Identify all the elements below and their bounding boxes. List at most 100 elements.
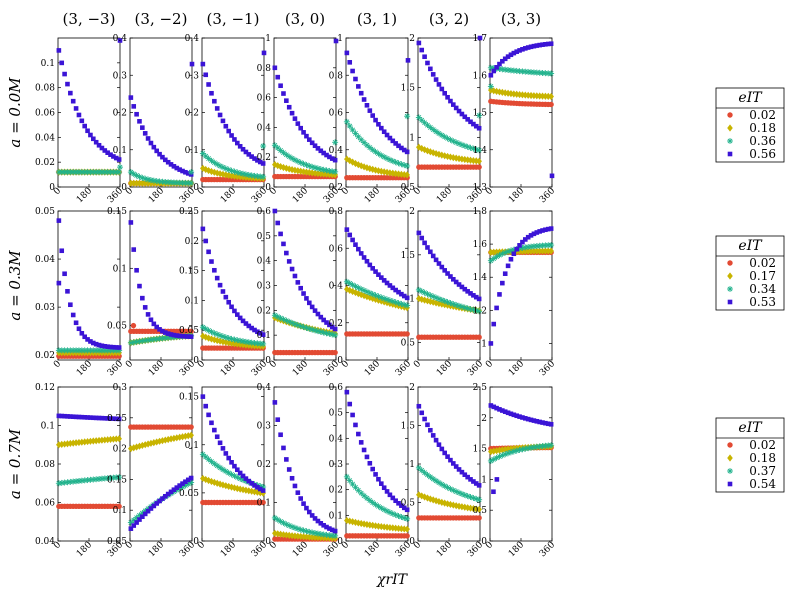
legend-marker: [727, 468, 733, 474]
data-point: [260, 161, 266, 166]
data-point: [387, 169, 393, 177]
data-point: [306, 533, 313, 541]
y-tick-label: 0: [409, 537, 415, 547]
y-tick-label: 0: [265, 356, 271, 366]
data-point: [531, 231, 537, 237]
x-tick-label: 360: [538, 359, 557, 378]
data-point: [516, 90, 523, 99]
data-point: [424, 494, 431, 502]
data-point: [404, 533, 410, 539]
data-point: [531, 418, 537, 423]
data-point: [430, 149, 437, 157]
data-point: [306, 168, 313, 177]
data-point: [548, 226, 554, 231]
data-point: [471, 121, 476, 127]
data-point: [505, 450, 512, 457]
data-point: [165, 435, 171, 444]
data-point: [537, 419, 542, 425]
data-point: [352, 518, 359, 526]
data-point: [223, 294, 229, 300]
data-point: [301, 130, 306, 135]
y-tick-label: 0.2: [113, 109, 127, 119]
data-point: [148, 439, 154, 447]
panel: 1 1.2 1.4 1.6 1.8 0 180 360: [473, 207, 558, 378]
data-point: [304, 505, 309, 511]
y-tick-label: 0.04: [35, 537, 55, 547]
data-point: [245, 341, 252, 349]
data-point: [315, 311, 321, 317]
y-tick-label: 0.05: [107, 537, 127, 547]
data-point: [422, 416, 427, 422]
x-tick-label: 180: [507, 540, 526, 559]
data-point: [327, 526, 332, 531]
data-point: [419, 235, 425, 241]
data-point: [439, 300, 445, 308]
x-tick-label: 0: [196, 186, 207, 197]
data-point: [436, 261, 442, 266]
data-point: [56, 48, 62, 53]
legend-entry: 0.56: [749, 147, 776, 161]
y-tick-label: 0.15: [179, 393, 199, 403]
data-point: [134, 111, 139, 117]
data-point: [131, 104, 137, 109]
data-point: [465, 117, 470, 122]
data-point: [278, 83, 283, 89]
data-point: [344, 389, 350, 395]
data-point: [543, 42, 548, 47]
data-point: [393, 287, 398, 293]
legend-entry: 0.53: [749, 295, 776, 309]
data-point: [237, 144, 243, 149]
data-point: [493, 248, 500, 256]
data-point: [88, 339, 93, 344]
data-point: [240, 473, 246, 479]
data-point: [508, 256, 514, 262]
y-tick-label: 1.5: [401, 422, 416, 432]
data-point: [439, 86, 445, 92]
data-point: [356, 84, 361, 89]
data-point: [68, 302, 73, 308]
data-point: [525, 91, 531, 99]
data-point: [321, 150, 326, 156]
y-tick-label: 0.6: [329, 383, 344, 393]
data-point: [378, 522, 385, 531]
legend-entry: 0.34: [749, 282, 776, 296]
data-point: [378, 167, 385, 175]
data-point: [286, 531, 293, 539]
y-tick-label: 0.3: [113, 71, 128, 81]
data-point: [176, 433, 183, 441]
data-point: [286, 259, 292, 264]
data-point: [174, 165, 180, 171]
panel: 00.050.10.150.20.250 180 360: [179, 207, 269, 378]
y-tick-label: 2.5: [473, 383, 488, 393]
data-point: [188, 180, 195, 187]
data-point: [76, 438, 82, 447]
y-tick-label: 0.1: [185, 146, 199, 156]
y-tick-label: 0.6: [329, 109, 344, 119]
data-point: [404, 302, 411, 309]
data-point: [353, 76, 358, 82]
data-point: [160, 154, 165, 160]
data-point: [361, 97, 367, 102]
data-point: [85, 128, 90, 134]
data-point: [473, 495, 480, 502]
legend-entry: 0.18: [749, 121, 776, 135]
data-point: [168, 162, 174, 167]
data-point: [128, 526, 134, 531]
data-point: [107, 435, 114, 444]
data-point: [511, 251, 517, 257]
data-point: [130, 179, 137, 187]
data-point: [130, 322, 137, 329]
data-point: [180, 481, 185, 486]
x-tick-label: 0: [52, 540, 63, 551]
data-point: [392, 299, 399, 306]
data-point: [344, 227, 350, 232]
y-tick-label: 0.2: [257, 306, 271, 316]
data-point: [212, 427, 217, 433]
data-point: [399, 291, 404, 297]
data-point: [128, 95, 134, 100]
data-point: [229, 460, 234, 465]
y-tick-label: 0: [193, 183, 199, 193]
data-point: [387, 523, 393, 532]
data-point: [505, 248, 512, 255]
data-point: [476, 164, 482, 170]
